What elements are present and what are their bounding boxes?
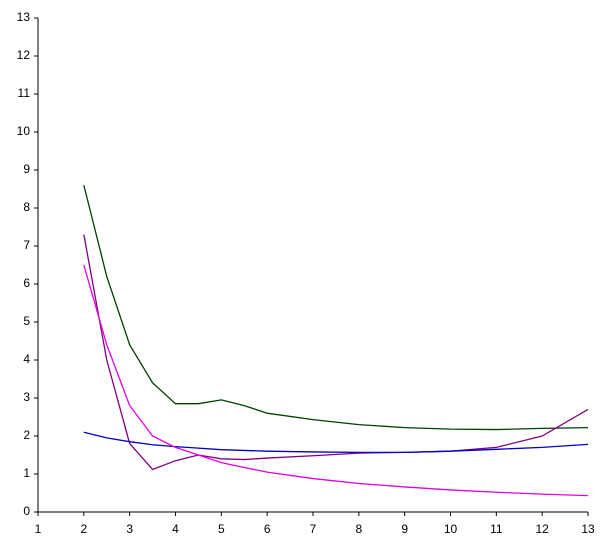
series-line [83, 185, 589, 431]
x-tick-label: 6 [264, 522, 271, 536]
x-tick-label: 9 [401, 522, 408, 536]
x-tick-label: 13 [581, 522, 595, 536]
y-tick-label: 4 [23, 352, 30, 366]
x-tick-label: 3 [126, 522, 133, 536]
series-line [83, 431, 589, 453]
x-tick-label: 8 [355, 522, 362, 536]
x-tick-label: 4 [172, 522, 179, 536]
x-tick-label: 2 [80, 522, 87, 536]
y-tick-label: 11 [18, 86, 31, 100]
y-tick-label: 1 [23, 466, 30, 480]
y-tick-label: 3 [23, 390, 30, 404]
y-tick-label: 9 [23, 162, 30, 176]
x-tick-label: 12 [535, 522, 549, 536]
y-tick-label: 13 [17, 10, 31, 24]
series-line [83, 234, 589, 471]
y-tick-label: 0 [23, 504, 30, 518]
x-tick-label: 7 [310, 522, 317, 536]
x-tick-label: 1 [35, 522, 42, 536]
y-tick-label: 8 [23, 200, 30, 214]
y-tick-label: 2 [23, 428, 30, 442]
x-tick-label: 11 [490, 522, 503, 536]
y-tick-label: 7 [23, 238, 30, 252]
series-line [83, 264, 589, 497]
y-tick-label: 10 [17, 124, 31, 138]
y-tick-label: 12 [17, 48, 31, 62]
y-tick-label: 5 [23, 314, 30, 328]
x-tick-label: 5 [218, 522, 225, 536]
y-tick-label: 6 [23, 276, 30, 290]
x-tick-label: 10 [444, 522, 458, 536]
